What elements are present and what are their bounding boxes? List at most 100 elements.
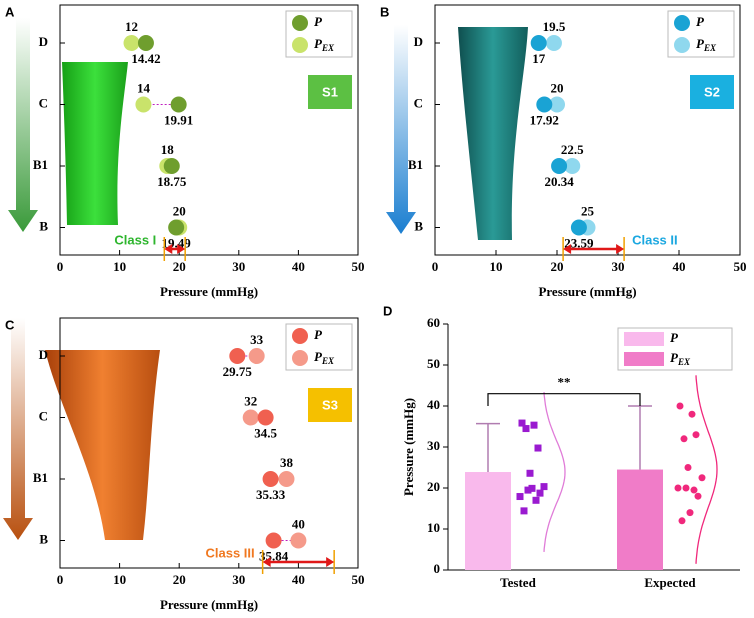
class-label: Class II [632, 232, 678, 247]
badge-label: S2 [704, 84, 720, 99]
legend-swatch [292, 37, 308, 53]
badge-box [690, 75, 734, 109]
legend-swatch [292, 15, 308, 31]
gradient-arrow [8, 18, 38, 232]
value-label: 20 [551, 80, 564, 95]
badge-label: S1 [322, 84, 338, 99]
y-tick-label: B1 [408, 157, 423, 172]
value-label: 23.59 [564, 235, 594, 250]
data-dot [242, 409, 259, 426]
y-tick-label: B [414, 218, 423, 233]
data-point [692, 431, 700, 439]
data-dot [135, 96, 152, 113]
value-label: 38 [280, 455, 294, 470]
bar [465, 472, 511, 570]
data-dot [536, 96, 553, 113]
y-tick-label: 20 [427, 479, 440, 494]
x-tick-label: Tested [500, 575, 536, 590]
distribution-curve [543, 392, 566, 552]
x-tick-label: 40 [673, 259, 686, 274]
y-tick-label: 40 [427, 397, 440, 412]
axis-box [59, 317, 359, 569]
panel-letter: D [383, 303, 392, 318]
legend-swatch [292, 328, 308, 344]
x-tick-label: 0 [57, 259, 64, 274]
x-axis-label: Pressure (mmHg) [160, 284, 258, 299]
y-tick-label: 30 [427, 438, 440, 453]
data-point [690, 486, 698, 494]
data-point [694, 492, 702, 500]
value-label: 12 [125, 19, 138, 34]
data-dot [163, 158, 180, 174]
data-point [518, 419, 526, 427]
data-dot [262, 471, 279, 487]
y-tick-label: B [39, 531, 48, 546]
x-axis-label: Pressure (mmHg) [160, 597, 258, 612]
data-dot [248, 348, 265, 364]
data-point [520, 507, 528, 515]
value-label: 20.34 [544, 174, 574, 189]
data-point [678, 517, 686, 525]
x-tick-label: 50 [352, 259, 365, 274]
data-dot [123, 35, 140, 51]
data-dot [168, 219, 185, 236]
data-point [684, 464, 692, 471]
x-tick-label: 30 [232, 259, 245, 274]
class-label: Class III [205, 545, 254, 560]
data-point [680, 435, 688, 443]
y-tick-label: 60 [427, 315, 440, 330]
x-tick-label: 40 [292, 572, 305, 587]
distribution-curve [695, 375, 718, 564]
data-dot [170, 96, 187, 113]
data-dot [137, 35, 154, 51]
value-label: 18 [161, 142, 175, 157]
value-label: 14 [137, 80, 151, 95]
badge-box [308, 75, 352, 109]
leg-model [458, 27, 528, 240]
y-tick-label: D [39, 347, 48, 362]
value-label: 34.5 [254, 425, 277, 440]
data-dot [265, 532, 282, 549]
data-point [532, 496, 540, 504]
data-dot [549, 96, 565, 113]
x-tick-label: 50 [734, 259, 747, 274]
legend-swatch [674, 37, 690, 53]
value-label: 40 [292, 516, 305, 531]
x-tick-label: 20 [173, 572, 186, 587]
x-tick-label: 40 [292, 259, 305, 274]
x-tick-label: 30 [612, 259, 625, 274]
badge-box [308, 388, 352, 422]
axis-box [59, 4, 359, 256]
y-tick-label: 50 [427, 356, 440, 371]
data-point [534, 444, 542, 452]
legend-label: P [670, 330, 679, 345]
legend-swatch [674, 15, 690, 31]
value-label: 17.92 [530, 112, 559, 127]
data-dot [545, 35, 562, 51]
arrow-head [164, 244, 186, 254]
x-tick-label: 10 [113, 259, 126, 274]
y-tick-label: B1 [33, 157, 48, 172]
data-dot [278, 471, 295, 487]
y-tick-label: C [39, 408, 48, 423]
value-label: 29.75 [223, 364, 253, 379]
value-label: 17 [532, 51, 546, 66]
data-dot [551, 158, 568, 174]
y-tick-label: 0 [434, 561, 441, 576]
data-point [686, 509, 694, 517]
value-label: 22.5 [561, 142, 584, 157]
x-tick-label: 50 [352, 572, 365, 587]
data-point [522, 425, 530, 433]
value-label: 18.75 [157, 174, 187, 189]
value-label: 20 [173, 203, 186, 218]
data-dot [570, 219, 587, 236]
axis-box [434, 4, 741, 256]
x-tick-label: 30 [232, 572, 245, 587]
data-dot [229, 348, 246, 364]
leg-model [62, 62, 128, 225]
value-label: 25 [581, 203, 595, 218]
legend-swatch [624, 332, 664, 346]
data-point [698, 474, 706, 482]
value-label: 35.33 [256, 487, 286, 502]
